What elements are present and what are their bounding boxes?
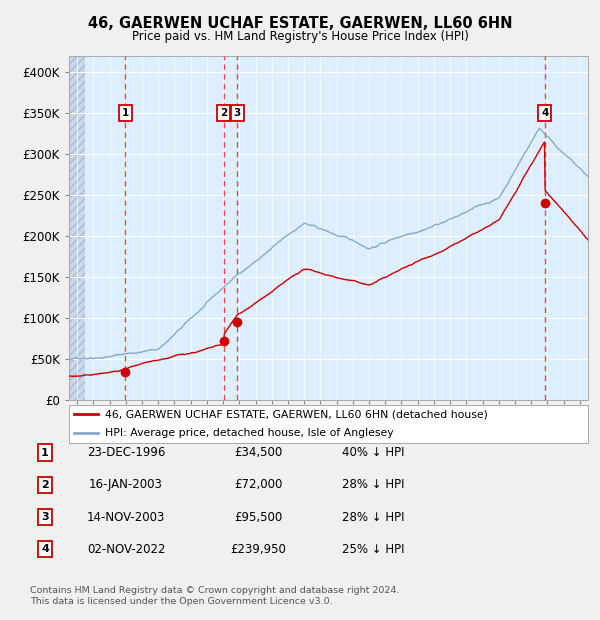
Text: 4: 4 bbox=[541, 108, 548, 118]
Text: 14-NOV-2003: 14-NOV-2003 bbox=[87, 511, 165, 523]
Bar bbox=[69, 56, 85, 400]
Text: 25% ↓ HPI: 25% ↓ HPI bbox=[342, 543, 404, 556]
Text: £34,500: £34,500 bbox=[234, 446, 282, 459]
Text: 28% ↓ HPI: 28% ↓ HPI bbox=[342, 479, 404, 491]
Text: Contains HM Land Registry data © Crown copyright and database right 2024.: Contains HM Land Registry data © Crown c… bbox=[30, 586, 400, 595]
Text: 16-JAN-2003: 16-JAN-2003 bbox=[89, 479, 163, 491]
Text: 3: 3 bbox=[233, 108, 241, 118]
Text: 4: 4 bbox=[41, 544, 49, 554]
Text: £95,500: £95,500 bbox=[234, 511, 282, 523]
Text: 2: 2 bbox=[41, 480, 49, 490]
Text: HPI: Average price, detached house, Isle of Anglesey: HPI: Average price, detached house, Isle… bbox=[106, 428, 394, 438]
Text: 3: 3 bbox=[41, 512, 49, 522]
Text: 1: 1 bbox=[41, 448, 49, 458]
Text: 28% ↓ HPI: 28% ↓ HPI bbox=[342, 511, 404, 523]
Text: Price paid vs. HM Land Registry's House Price Index (HPI): Price paid vs. HM Land Registry's House … bbox=[131, 30, 469, 43]
Text: 40% ↓ HPI: 40% ↓ HPI bbox=[342, 446, 404, 459]
Text: £239,950: £239,950 bbox=[230, 543, 286, 556]
Text: This data is licensed under the Open Government Licence v3.0.: This data is licensed under the Open Gov… bbox=[30, 597, 332, 606]
Text: 46, GAERWEN UCHAF ESTATE, GAERWEN, LL60 6HN (detached house): 46, GAERWEN UCHAF ESTATE, GAERWEN, LL60 … bbox=[106, 409, 488, 420]
Text: 02-NOV-2022: 02-NOV-2022 bbox=[87, 543, 165, 556]
Text: 2: 2 bbox=[220, 108, 227, 118]
Text: £72,000: £72,000 bbox=[234, 479, 282, 491]
Text: 23-DEC-1996: 23-DEC-1996 bbox=[87, 446, 165, 459]
Text: 46, GAERWEN UCHAF ESTATE, GAERWEN, LL60 6HN: 46, GAERWEN UCHAF ESTATE, GAERWEN, LL60 … bbox=[88, 16, 512, 30]
Text: 1: 1 bbox=[122, 108, 129, 118]
